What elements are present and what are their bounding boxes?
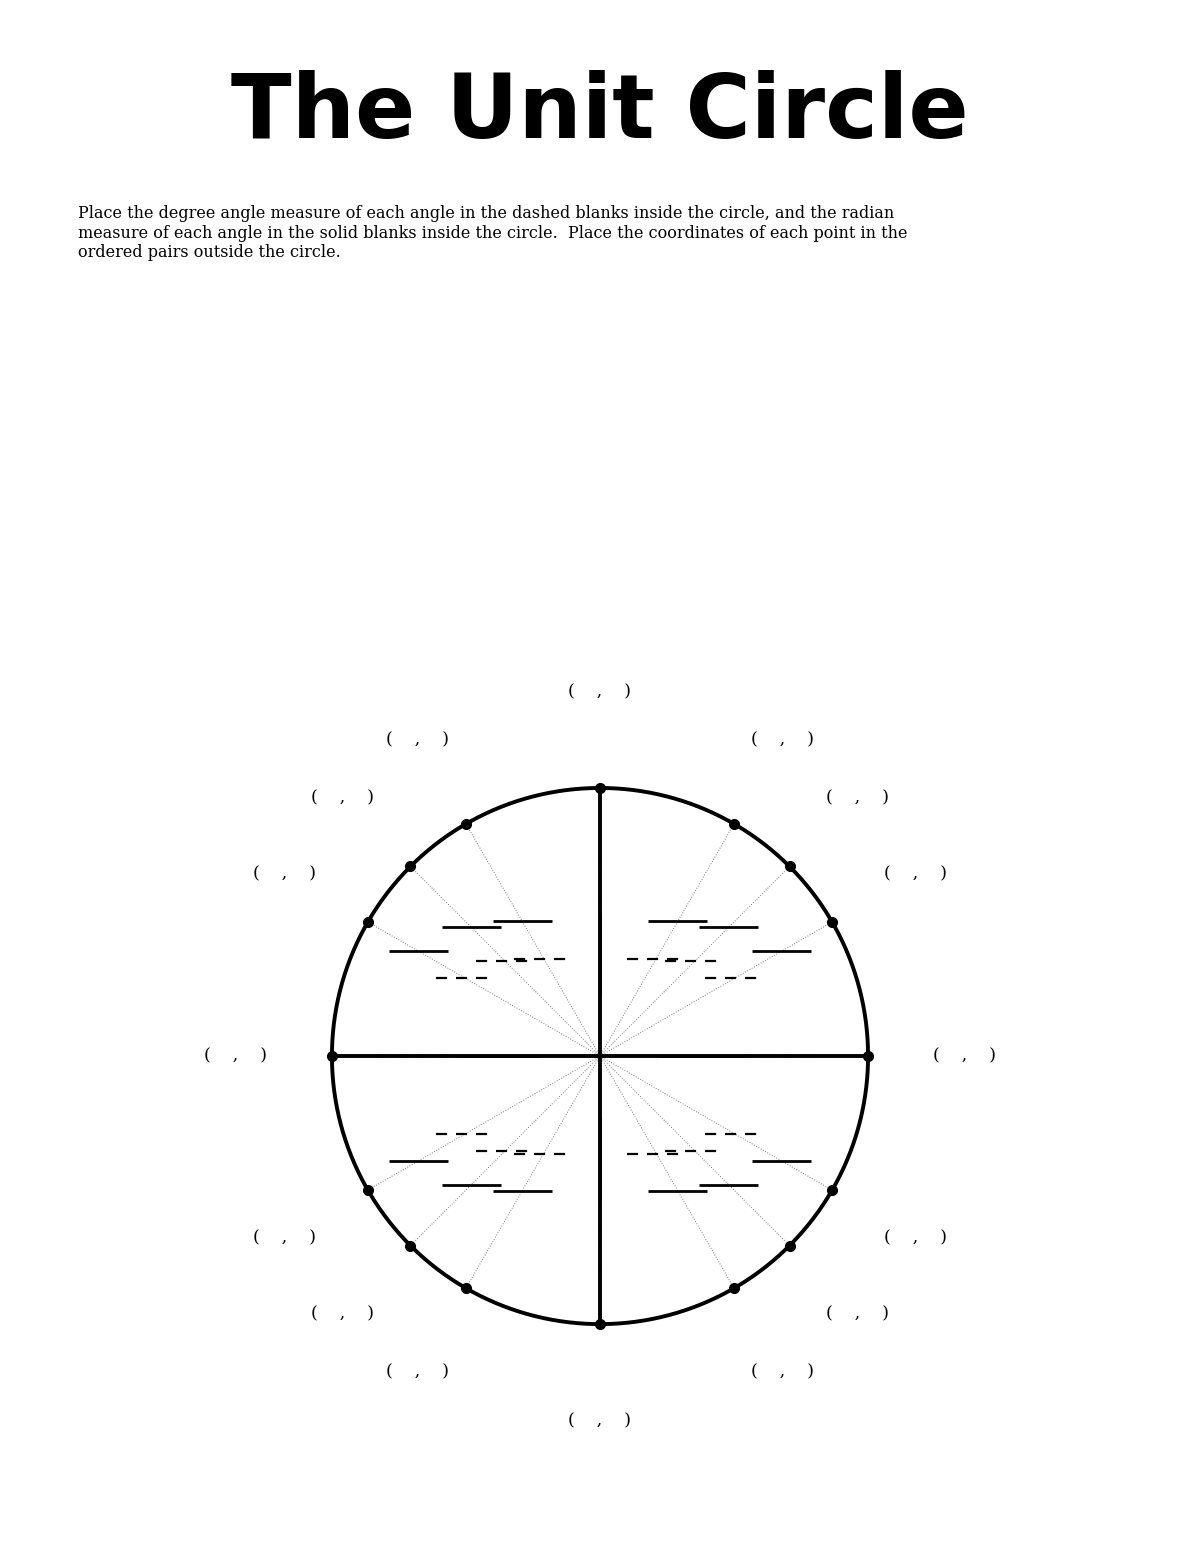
Text: (    ,    ): ( , ) [884,1230,947,1247]
Text: (    ,    ): ( , ) [884,865,947,882]
Text: (    ,    ): ( , ) [751,1364,814,1381]
Text: (    ,    ): ( , ) [204,1048,266,1064]
Text: (    ,    ): ( , ) [934,1048,996,1064]
Text: (    ,    ): ( , ) [311,790,373,806]
Text: (    ,    ): ( , ) [827,1306,889,1322]
Text: Place the degree angle measure of each angle in the dashed blanks inside the cir: Place the degree angle measure of each a… [78,205,907,261]
Text: (    ,    ): ( , ) [751,731,814,749]
Text: (    ,    ): ( , ) [386,731,449,749]
Text: (    ,    ): ( , ) [569,683,631,700]
Text: (    ,    ): ( , ) [827,790,889,806]
Text: (    ,    ): ( , ) [386,1364,449,1381]
Text: The Unit Circle: The Unit Circle [232,70,968,157]
Text: (    ,    ): ( , ) [311,1306,373,1322]
Text: (    ,    ): ( , ) [253,865,316,882]
Text: (    ,    ): ( , ) [569,1412,631,1429]
Text: (    ,    ): ( , ) [253,1230,316,1247]
